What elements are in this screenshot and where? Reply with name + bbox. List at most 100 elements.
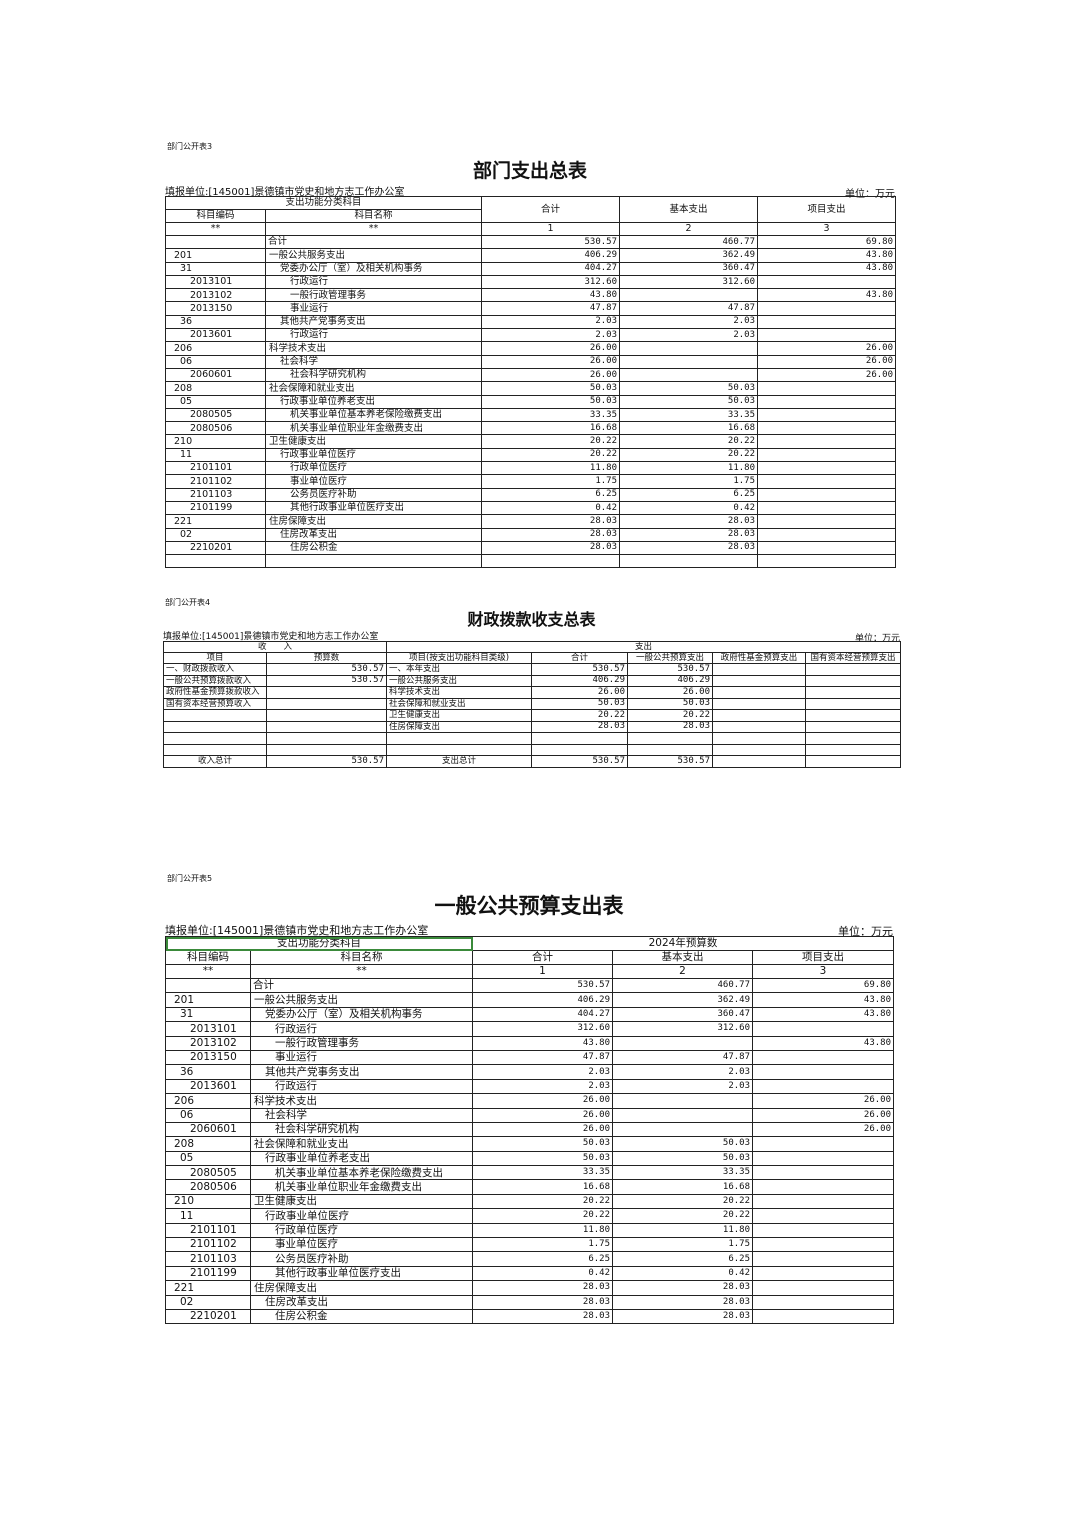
- cell-project: [752, 1165, 894, 1181]
- cell-project: [757, 381, 897, 396]
- cell-total: 530.57: [481, 234, 621, 250]
- header-total: 合计: [481, 196, 621, 223]
- reporting-unit: 填报单位:[145001]景德镇市党史和地方志工作办公室: [163, 632, 379, 642]
- cell-code: 2013601: [165, 1078, 251, 1095]
- cell-project: [752, 1251, 894, 1267]
- cell-code: 206: [165, 341, 266, 356]
- cell-total: 50.03: [531, 697, 629, 710]
- cell-project: 43.80: [757, 288, 897, 303]
- cell-total: 50.03: [472, 1150, 613, 1167]
- cell-total: 28.03: [472, 1280, 613, 1296]
- cell-total: 20.22: [472, 1208, 613, 1224]
- cell-name: 其他行政事业单位医疗支出: [264, 500, 483, 516]
- cell-project: [757, 328, 897, 343]
- cell-total: 404.27: [481, 261, 621, 276]
- cell-code: 31: [165, 261, 266, 276]
- cell-basic: 47.87: [619, 301, 759, 316]
- cell-code: 11: [165, 447, 266, 463]
- general-budget-table: 支出功能分类科目 2024年预算数 科目编码 科目名称 合计 基本支出 项目支出…: [165, 936, 894, 1325]
- cell-project: 26.00: [752, 1107, 894, 1123]
- cell-project: [752, 1179, 894, 1195]
- cell-total: 28.03: [481, 540, 621, 556]
- cell-code: 2101101: [165, 461, 266, 476]
- cell-code: 2060601: [165, 367, 266, 383]
- table-row: 02 住房改革支出 28.03 28.03: [165, 1294, 894, 1310]
- table-row: 2101199 其他行政事业单位医疗支出 0.42 0.42: [165, 500, 897, 516]
- cell-name: 社会科学: [264, 354, 483, 369]
- cell-code: 2013101: [165, 274, 266, 290]
- cell-code: 208: [165, 1136, 251, 1152]
- empty-cell: [264, 554, 483, 569]
- cell-code: 2013150: [165, 1049, 251, 1066]
- cell-name: 事业运行: [264, 301, 483, 316]
- cell-basic: 33.35: [612, 1165, 753, 1181]
- cell-total: 530.57: [472, 977, 613, 994]
- cell-project: [757, 540, 897, 556]
- cell-name: 事业运行: [250, 1049, 473, 1066]
- cell-name: 行政运行: [250, 1078, 473, 1095]
- cell-project: [752, 1208, 894, 1224]
- table-row: 2080506 机关事业单位职业年金缴费支出 16.68 16.68: [165, 1179, 894, 1195]
- cell-general: 406.29: [627, 674, 714, 687]
- cell-total: 50.03: [481, 381, 621, 396]
- cell-name: 科学技术支出: [250, 1093, 473, 1109]
- cell-total: 33.35: [472, 1165, 613, 1181]
- cell-income-item: [163, 743, 267, 756]
- cell-income-amount: [265, 697, 388, 710]
- table-row: 206 科学技术支出 26.00 26.00: [165, 1093, 894, 1109]
- cell-total: 312.60: [472, 1021, 613, 1037]
- cell-total: [531, 743, 629, 756]
- table-row: 2013102 一般行政管理事务 43.80 43.80: [165, 288, 897, 303]
- header-code: 科目编码: [165, 950, 251, 965]
- cell-basic: 1.75: [612, 1237, 753, 1253]
- cell-basic: 20.22: [619, 447, 759, 463]
- table-row: 208 社会保障和就业支出 50.03 50.03: [165, 1136, 894, 1152]
- cell-income-amount: 530.57: [265, 663, 388, 676]
- cell-name: 行政单位医疗: [264, 461, 483, 476]
- cell-income-item: [163, 709, 267, 722]
- cell-total: 1.75: [481, 474, 621, 489]
- cell-project: 43.80: [757, 248, 897, 263]
- cell-basic: 28.03: [619, 514, 759, 529]
- cell-total: 20.22: [531, 709, 629, 722]
- expense-total: 530.57: [531, 755, 629, 768]
- cell-code: 2013101: [165, 1021, 251, 1037]
- cell-name: 事业单位医疗: [264, 474, 483, 489]
- cell-total: [531, 732, 629, 745]
- cell-name: 一般行政管理事务: [264, 288, 483, 303]
- sheet-title: 一般公共预算支出表: [434, 894, 624, 918]
- cell-total: 43.80: [481, 288, 621, 303]
- cell-code: [165, 977, 251, 994]
- cell-fund: [712, 709, 807, 722]
- cell-basic: 28.03: [612, 1308, 753, 1325]
- cell-project: [752, 1237, 894, 1253]
- cell-code: 208: [165, 381, 266, 396]
- cell-project: [752, 1280, 894, 1296]
- cell-expense-item: [386, 732, 533, 745]
- table-row: 2101103 公务员医疗补助 6.25 6.25: [165, 1251, 894, 1267]
- cell-total: 20.22: [481, 434, 621, 449]
- header-group[interactable]: 支出功能分类科目: [165, 936, 473, 951]
- cell-name: 住房公积金: [250, 1308, 473, 1325]
- column-header: 合计: [531, 652, 629, 664]
- cell-fund: [712, 697, 807, 710]
- cell-project: [752, 1150, 894, 1167]
- cell-code: 221: [165, 514, 266, 529]
- cell-name: 合计: [250, 977, 473, 994]
- cell-project: [752, 1193, 894, 1210]
- table-row: 2101101 行政单位医疗 11.80 11.80: [165, 1222, 894, 1239]
- cell-income-item: 一般公共预算拨款收入: [163, 674, 267, 687]
- cell-fund: [712, 686, 807, 699]
- cell-income-amount: [265, 720, 388, 733]
- cell-name: 机关事业单位基本养老保险缴费支出: [250, 1165, 473, 1181]
- header-group: 支出功能分类科目: [164, 196, 483, 210]
- cell-total: 26.00: [472, 1107, 613, 1123]
- cell-total: 47.87: [481, 301, 621, 316]
- cell-name: 卫生健康支出: [250, 1193, 473, 1210]
- cell-code: 2060601: [165, 1121, 251, 1138]
- cell-project: [757, 301, 897, 316]
- cell-total: 20.22: [472, 1193, 613, 1210]
- table-row: 11 行政事业单位医疗 20.22 20.22: [165, 1208, 894, 1224]
- state-capital-total: [805, 755, 902, 768]
